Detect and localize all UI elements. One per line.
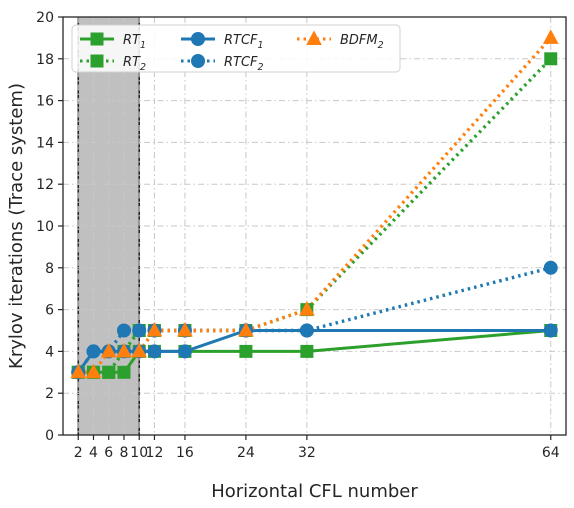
x-tick-label: 32 xyxy=(298,445,316,461)
y-tick-label: 0 xyxy=(45,428,54,444)
x-tick-label: 10 xyxy=(130,445,148,461)
data-point-rtcf-2 xyxy=(116,323,131,338)
x-tick-label: 24 xyxy=(237,445,255,461)
y-tick-label: 2 xyxy=(45,386,54,402)
data-point-rtcf-2 xyxy=(86,344,101,359)
data-point-bdfm-2 xyxy=(85,363,102,379)
data-point-rtcf-2 xyxy=(299,323,314,338)
data-point-rtcf-2 xyxy=(543,260,558,275)
series-line-bdfm-2 xyxy=(78,36,553,374)
data-point-rt-1 xyxy=(117,365,131,379)
data-point-rt-1 xyxy=(300,344,314,358)
data-point-bdfm-2 xyxy=(116,342,132,358)
y-tick-label: 4 xyxy=(45,344,54,360)
data-point-rtcf-1 xyxy=(177,344,192,359)
y-tick-label: 18 xyxy=(36,52,54,68)
grid-layer xyxy=(63,16,566,436)
data-point-bdfm-2 xyxy=(70,363,87,379)
x-tick-label: 16 xyxy=(176,445,194,461)
data-point-bdfm-2 xyxy=(131,342,148,358)
x-tick-label: 64 xyxy=(542,445,560,461)
legend-label-bdfm-2: BDFM2 xyxy=(340,33,384,51)
legend-label-rtcf-1: RTCF1 xyxy=(224,33,264,51)
x-tick-label: 4 xyxy=(89,445,98,461)
y-tick-label: 10 xyxy=(36,219,54,235)
legend-label-rt-1: RT1 xyxy=(123,33,146,51)
data-point-rtcf-1 xyxy=(147,344,162,359)
data-point-bdfm-2 xyxy=(100,342,117,358)
legend: RT1 RT2 RTCF1 RTCF2 BDFM2 xyxy=(71,24,401,73)
legend-marker-rt-1 xyxy=(90,32,104,46)
data-point-rt-2 xyxy=(544,52,558,66)
data-point-bdfm-2 xyxy=(146,321,163,337)
x-tick-label: 12 xyxy=(146,445,164,461)
x-tick-label: 6 xyxy=(104,445,113,461)
y-tick-label: 14 xyxy=(36,135,54,151)
y-tick-label: 12 xyxy=(36,177,54,193)
x-tick-label: 8 xyxy=(120,445,129,461)
data-point-rt-1 xyxy=(239,344,253,358)
series-lines-layer xyxy=(76,36,553,374)
y-tick-label: 16 xyxy=(36,94,54,110)
y-ticks-layer: 0 2 4 6 8 10 12 14 16 18 20 xyxy=(36,10,63,444)
data-point-bdfm-2 xyxy=(238,321,254,337)
data-point-rtcf-2 xyxy=(132,323,147,338)
legend-marker-rtcf-1 xyxy=(191,32,205,46)
series-line-rtcf-2 xyxy=(76,266,552,374)
x-axis-label: Horizontal CFL number xyxy=(211,481,418,502)
series-markers-layer xyxy=(70,29,559,380)
legend-marker-rtcf-2 xyxy=(191,54,205,68)
y-tick-label: 8 xyxy=(45,261,54,277)
y-tick-label: 6 xyxy=(45,303,54,319)
legend-box xyxy=(71,24,401,73)
y-axis-label: Krylov iterations (Trace system) xyxy=(6,83,27,369)
data-point-bdfm-2 xyxy=(299,301,315,316)
legend-label-rtcf-2: RTCF2 xyxy=(224,55,264,73)
legend-marker-rt-2 xyxy=(90,54,104,68)
data-point-rtcf-1 xyxy=(543,323,558,338)
data-point-rt-2 xyxy=(102,365,116,379)
data-point-bdfm-2 xyxy=(542,29,559,44)
data-point-bdfm-2 xyxy=(177,321,193,337)
legend-label-rt-2: RT2 xyxy=(123,55,146,73)
legend-marker-bdfm-2 xyxy=(306,30,322,45)
x-tick-label: 2 xyxy=(74,445,83,461)
y-tick-label: 20 xyxy=(36,10,54,26)
